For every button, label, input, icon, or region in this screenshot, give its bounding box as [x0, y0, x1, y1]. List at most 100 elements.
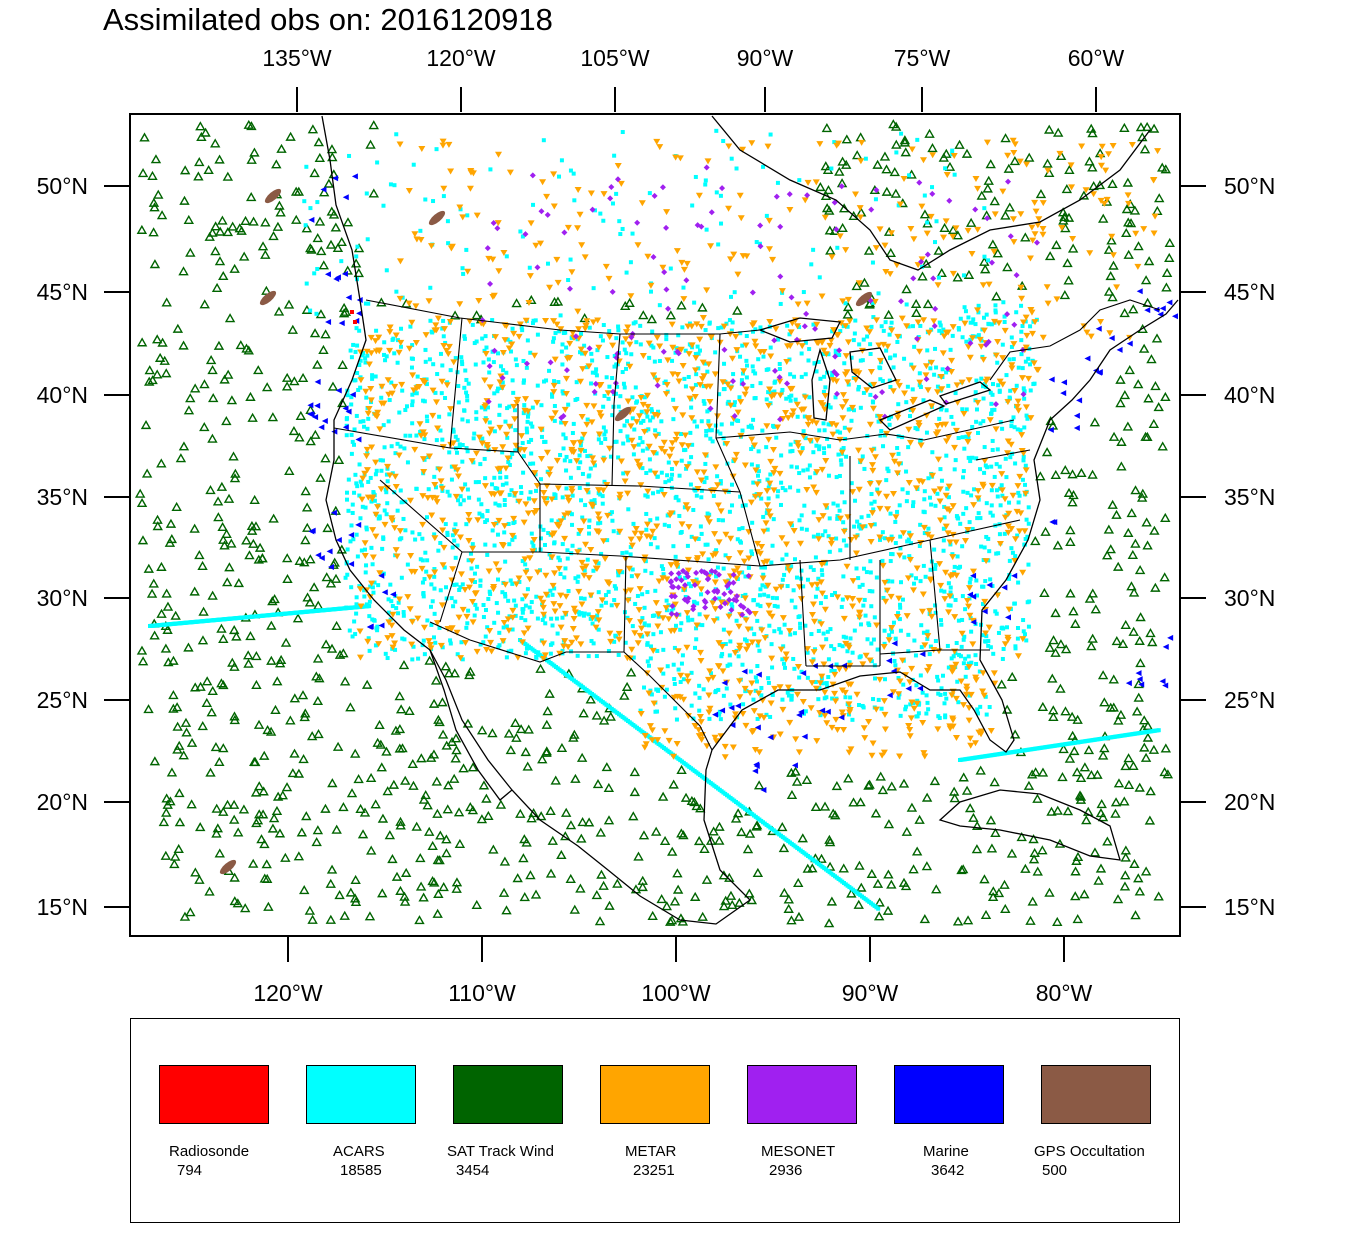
acars-marker [638, 323, 643, 328]
acars-marker [510, 378, 515, 383]
sat-track-wind-marker [285, 131, 296, 141]
acars-marker [589, 351, 594, 356]
acars-marker [460, 266, 465, 271]
acars-marker [868, 559, 873, 564]
metar-marker [561, 421, 569, 428]
acars-marker [647, 457, 652, 462]
acars-marker [936, 275, 941, 280]
acars-marker [887, 332, 892, 337]
sat-track-wind-marker [889, 167, 900, 177]
metar-marker [576, 528, 584, 535]
sat-track-wind-marker [1135, 122, 1147, 132]
metar-marker [533, 482, 541, 489]
acars-marker [768, 390, 773, 395]
sat-track-wind-marker [1048, 705, 1059, 715]
metar-marker [946, 593, 954, 600]
metar-marker [505, 627, 513, 634]
metar-marker [589, 319, 597, 326]
sat-track-wind-marker [821, 203, 833, 213]
sat-track-wind-marker [465, 802, 476, 812]
metar-marker [867, 539, 875, 546]
acars-marker [355, 554, 360, 559]
acars-marker [461, 271, 466, 276]
acars-marker [939, 622, 944, 627]
acars-marker [524, 646, 529, 651]
acars-marker [344, 433, 349, 438]
acars-marker [360, 351, 365, 356]
acars-marker [737, 527, 742, 532]
acars-marker [896, 675, 901, 680]
acars-marker [599, 440, 604, 445]
acars-marker [430, 599, 435, 604]
acars-marker [678, 679, 683, 684]
metar-marker [557, 518, 565, 525]
acars-marker [1026, 521, 1031, 526]
acars-marker [960, 617, 965, 622]
acars-marker [818, 713, 823, 718]
sat-track-wind-marker [334, 649, 346, 659]
acars-marker [590, 358, 595, 363]
acars-marker [673, 495, 678, 500]
sat-track-wind-marker [777, 821, 788, 832]
acars-marker [732, 403, 737, 408]
acars-marker [825, 629, 830, 634]
sat-track-wind-marker [253, 554, 264, 564]
sat-track-wind-marker [1075, 772, 1087, 783]
acars-marker [952, 564, 957, 569]
sat-track-wind-marker [309, 167, 320, 178]
sat-track-wind-marker [222, 577, 233, 587]
sat-track-wind-marker [149, 756, 161, 766]
acars-marker [879, 324, 884, 329]
acars-marker [411, 162, 416, 167]
acars-marker [386, 419, 391, 424]
acars-marker [719, 654, 724, 659]
acars-marker [1009, 546, 1014, 551]
acars-marker [443, 340, 448, 345]
acars-marker [716, 242, 721, 247]
acars-marker [839, 462, 844, 467]
sat-track-wind-marker [259, 750, 270, 760]
acars-marker [697, 612, 702, 617]
metar-marker [691, 393, 699, 400]
metar-marker [756, 713, 764, 720]
acars-marker [920, 690, 925, 695]
sat-track-wind-marker [689, 891, 701, 901]
acars-marker [731, 459, 736, 464]
acars-marker [438, 588, 443, 593]
acars-marker [720, 652, 725, 657]
sat-track-wind-marker [1119, 307, 1130, 318]
acars-marker [512, 535, 517, 540]
acars-marker [541, 138, 546, 143]
acars-marker [582, 611, 587, 616]
sat-track-wind-marker [983, 175, 994, 185]
acars-marker [751, 480, 756, 485]
acars-marker [1026, 624, 1031, 629]
acars-marker [852, 524, 857, 529]
sat-track-wind-marker [752, 867, 764, 877]
acars-marker [492, 475, 497, 480]
acars-marker [815, 586, 820, 591]
acars-marker [933, 503, 938, 508]
acars-marker [481, 640, 486, 645]
acars-marker [699, 531, 704, 536]
metar-marker [672, 460, 680, 467]
sat-track-wind-marker [499, 856, 511, 866]
acars-marker [395, 441, 400, 446]
acars-marker [672, 677, 677, 682]
acars-marker [646, 427, 651, 432]
acars-marker [529, 600, 534, 605]
acars-marker [529, 609, 534, 614]
sat-track-wind-marker [1061, 184, 1073, 194]
metar-marker [570, 615, 578, 622]
sat-track-wind-marker [213, 340, 225, 350]
acars-marker [820, 681, 825, 686]
sat-track-wind-marker [933, 245, 944, 255]
acars-marker [759, 496, 764, 501]
acars-marker [938, 618, 943, 623]
metar-marker [920, 317, 928, 324]
acars-marker [549, 518, 554, 523]
sat-track-wind-marker [921, 861, 933, 871]
acars-marker [802, 503, 807, 508]
acars-marker [770, 595, 775, 600]
acars-marker [695, 424, 700, 429]
